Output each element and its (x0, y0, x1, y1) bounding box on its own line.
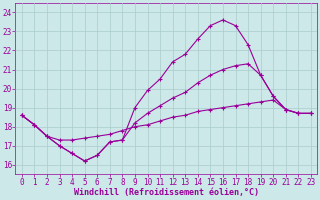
X-axis label: Windchill (Refroidissement éolien,°C): Windchill (Refroidissement éolien,°C) (74, 188, 259, 197)
